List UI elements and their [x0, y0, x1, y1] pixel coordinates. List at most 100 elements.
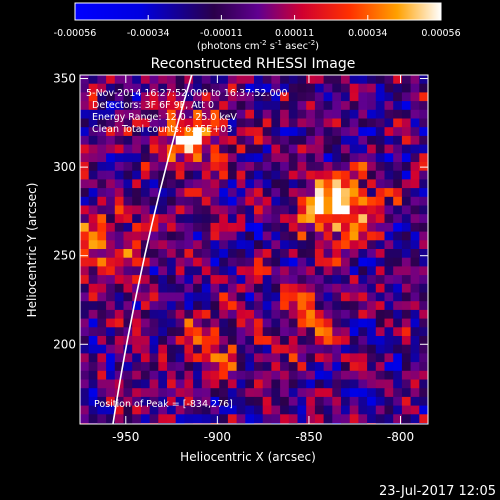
- heatmap-cell: [393, 188, 403, 198]
- heatmap-cell: [193, 144, 203, 154]
- heatmap-cell: [245, 75, 255, 85]
- heatmap-cell: [97, 370, 107, 380]
- heatmap-cell: [149, 144, 159, 154]
- heatmap-cell: [262, 309, 272, 319]
- heatmap-cell: [271, 362, 281, 372]
- heatmap-cell: [132, 231, 142, 241]
- heatmap-cell: [210, 275, 220, 285]
- heatmap-cell: [410, 153, 420, 163]
- heatmap-cell: [254, 327, 264, 337]
- heatmap-cell: [314, 92, 324, 102]
- heatmap-cell: [271, 266, 281, 276]
- heatmap-cell: [314, 153, 324, 163]
- heatmap-cell: [254, 292, 264, 302]
- heatmap-cell: [219, 327, 229, 337]
- heatmap-cell: [167, 240, 177, 250]
- heatmap-cell: [201, 257, 211, 267]
- heatmap-cell: [97, 231, 107, 241]
- heatmap-cell: [410, 388, 420, 398]
- heatmap-cell: [88, 92, 98, 102]
- heatmap-cell: [140, 275, 150, 285]
- colorbar-tick-labels: -0.00056 -0.00034 -0.00011 0.00011 0.00034 0.…: [54, 28, 461, 39]
- heatmap-cell: [367, 162, 377, 172]
- heatmap-cell: [140, 257, 150, 267]
- heatmap-cell: [367, 214, 377, 224]
- heatmap-cell: [288, 379, 298, 389]
- heatmap-cell: [149, 179, 159, 189]
- heatmap-cell: [297, 309, 307, 319]
- heatmap-cell: [419, 205, 428, 215]
- heatmap-cell: [97, 109, 107, 119]
- heatmap-cell: [88, 231, 98, 241]
- heatmap-cell: [297, 144, 307, 154]
- heatmap-cell: [393, 362, 403, 372]
- heatmap-cell: [175, 83, 185, 93]
- heatmap-cell: [193, 153, 203, 163]
- heatmap-cell: [306, 257, 316, 267]
- heatmap-cell: [358, 275, 368, 285]
- heatmap-cell: [393, 353, 403, 363]
- heatmap-cell: [341, 414, 351, 424]
- heatmap-cell: [332, 344, 342, 354]
- heatmap-cell: [401, 283, 411, 293]
- heatmap-cell: [419, 292, 428, 302]
- heatmap-cell: [193, 75, 203, 85]
- heatmap-cell: [149, 101, 159, 111]
- heatmap-cell: [219, 414, 229, 424]
- heatmap-cell: [367, 92, 377, 102]
- heatmap-cell: [184, 353, 194, 363]
- heatmap-cell: [288, 109, 298, 119]
- heatmap-cell: [306, 249, 316, 259]
- heatmap-cell: [106, 370, 116, 380]
- heatmap-cell: [384, 353, 394, 363]
- heatmap-cell: [219, 275, 229, 285]
- heatmap-cell: [80, 292, 90, 302]
- heatmap-cell: [149, 266, 159, 276]
- heatmap-cell: [175, 370, 185, 380]
- heatmap-cell: [167, 344, 177, 354]
- heatmap-cell: [401, 362, 411, 372]
- heatmap-cell: [375, 118, 385, 128]
- heatmap-cell: [97, 240, 107, 250]
- heatmap-cell: [254, 231, 264, 241]
- heatmap-cell: [193, 92, 203, 102]
- heatmap-cell: [193, 379, 203, 389]
- heatmap-cell: [114, 214, 124, 224]
- heatmap-cell: [332, 388, 342, 398]
- heatmap-cell: [358, 92, 368, 102]
- heatmap-cell: [384, 179, 394, 189]
- heatmap-cell: [254, 353, 264, 363]
- heatmap-cell: [341, 153, 351, 163]
- heatmap-cell: [393, 153, 403, 163]
- heatmap-cell: [227, 336, 237, 346]
- heatmap-cell: [367, 275, 377, 285]
- heatmap-cell: [297, 135, 307, 145]
- heatmap-cell: [349, 275, 359, 285]
- heatmap-cell: [132, 135, 142, 145]
- heatmap-cell: [80, 396, 90, 406]
- heatmap-cell: [80, 249, 90, 259]
- heatmap-cell: [314, 275, 324, 285]
- heatmap-cell: [210, 266, 220, 276]
- heatmap-cell: [114, 336, 124, 346]
- heatmap-cell: [140, 370, 150, 380]
- heatmap-cell: [158, 222, 168, 232]
- heatmap-cell: [193, 83, 203, 93]
- heatmap-cell: [323, 309, 333, 319]
- heatmap-cell: [384, 127, 394, 137]
- heatmap-cell: [288, 336, 298, 346]
- heatmap-cell: [297, 249, 307, 259]
- heatmap-cell: [358, 353, 368, 363]
- heatmap-cell: [140, 205, 150, 215]
- heatmap-cell: [227, 292, 237, 302]
- heatmap-cell: [175, 127, 185, 137]
- heatmap-cell: [254, 83, 264, 93]
- heatmap-cell: [384, 240, 394, 250]
- heatmap-cell: [175, 405, 185, 415]
- heatmap-cell: [410, 405, 420, 415]
- heatmap-cell: [367, 188, 377, 198]
- heatmap-cell: [271, 283, 281, 293]
- heatmap-cell: [184, 92, 194, 102]
- heatmap-cell: [123, 414, 133, 424]
- heatmap-cell: [367, 153, 377, 163]
